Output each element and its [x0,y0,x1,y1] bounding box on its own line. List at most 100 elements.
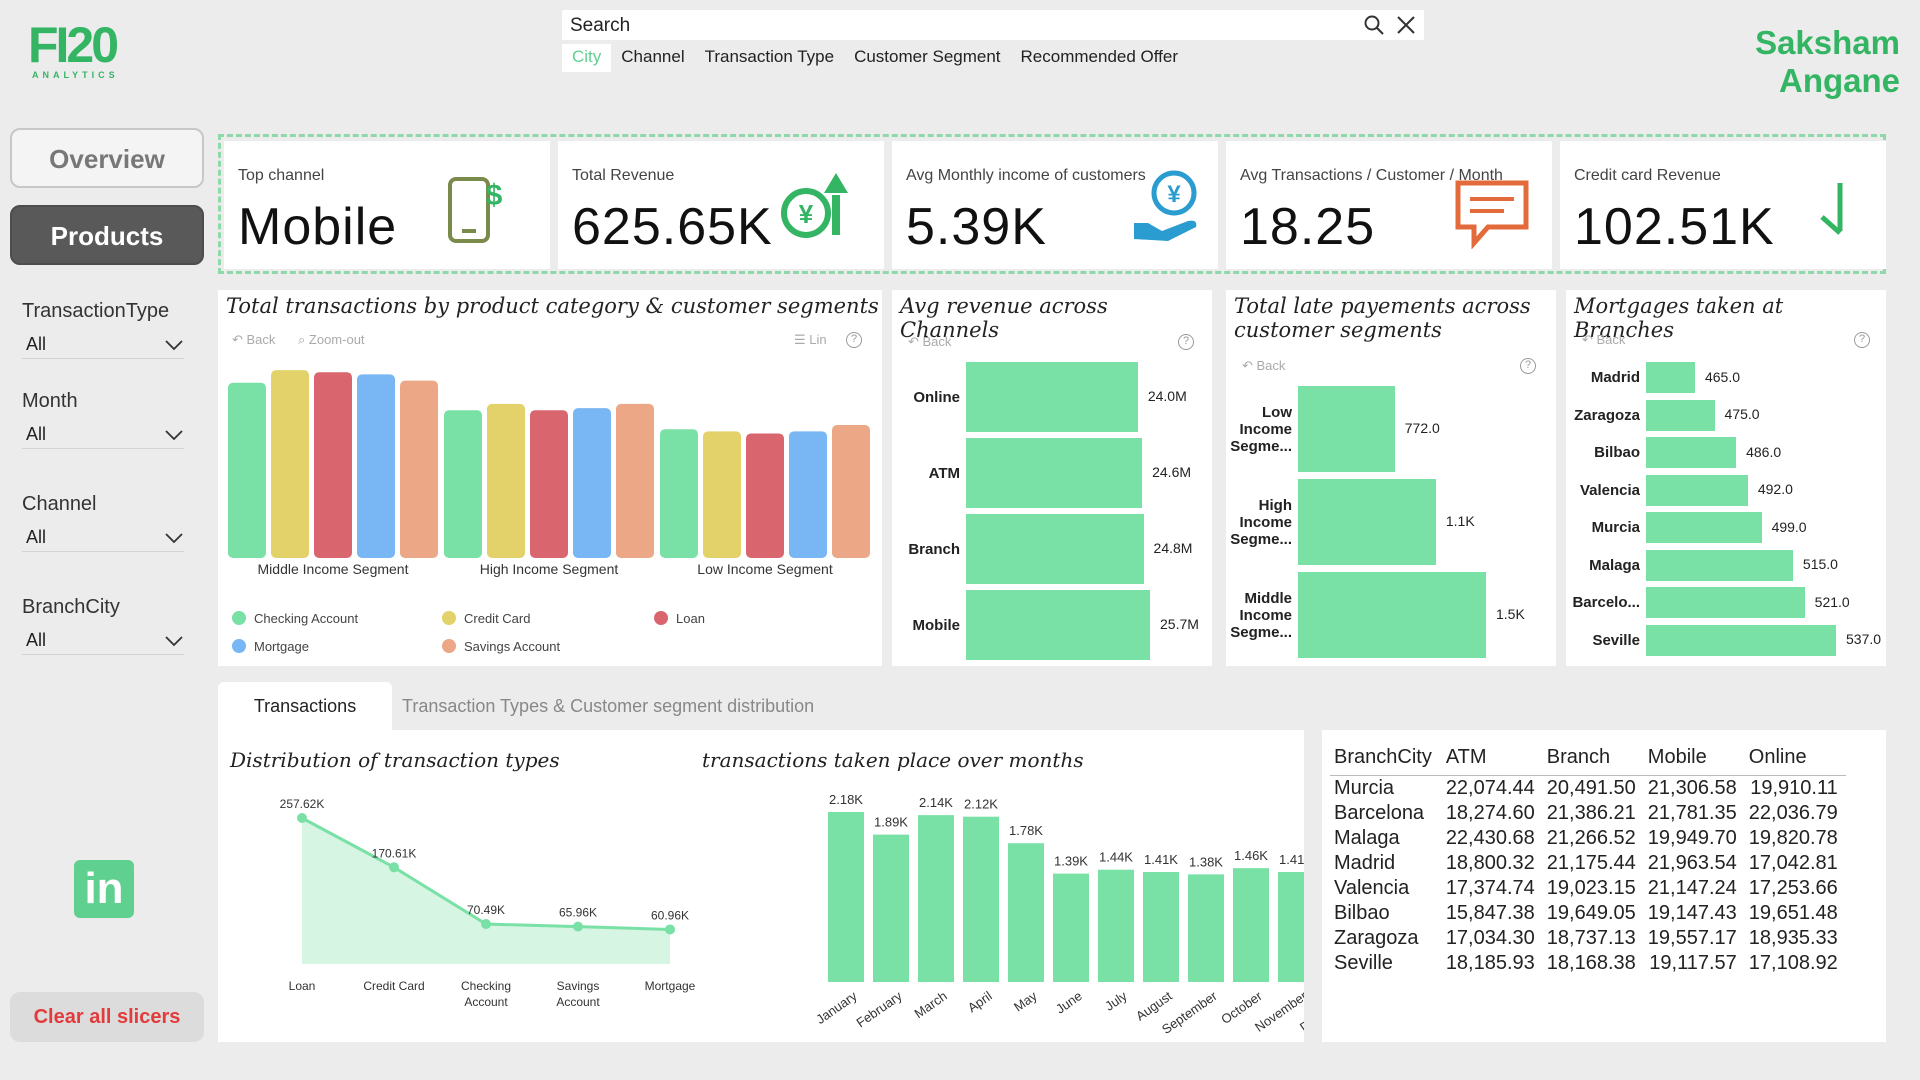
bar-loan[interactable] [530,410,568,558]
table-cell: 17,108.92 [1748,952,1838,974]
column-header[interactable]: Online [1744,742,1846,776]
legend-item[interactable]: Credit Card [464,611,530,626]
overview-button[interactable]: Overview [10,128,204,188]
bar-mortgage[interactable] [357,374,395,558]
bar[interactable] [1298,386,1395,472]
products-button[interactable]: Products [10,205,204,265]
column-header[interactable]: Branch [1542,742,1644,776]
data-label: 24.8M [1153,540,1193,556]
clear-slicers-button[interactable]: Clear all slicers [10,992,204,1042]
tab-distribution[interactable]: Transaction Types & Customer segment dis… [402,696,815,716]
data-point[interactable] [481,919,491,930]
bar-month[interactable] [918,815,954,982]
back-button[interactable]: ↶ Back [1582,332,1626,347]
back-button[interactable]: ↶ Back [232,332,276,347]
bar[interactable] [1298,479,1436,565]
bar[interactable] [966,362,1138,432]
back-button[interactable]: ↶ Back [1242,358,1286,373]
bar-month[interactable] [828,812,864,982]
slicer-dropdown[interactable]: All [22,627,184,655]
bar[interactable] [1646,549,1793,581]
hand-coin-icon: ¥ [1134,170,1197,241]
bar-mortgage[interactable] [789,431,827,558]
slicer-value: All [26,334,47,354]
data-label: 2.12K [964,797,998,812]
slicer-label: TransactionType [22,300,170,322]
slicer-dropdown[interactable]: All [22,421,184,449]
help-icon[interactable]: ? [1520,358,1536,374]
search-tab[interactable]: Channel [621,47,685,66]
data-point[interactable] [297,813,307,823]
search-bar[interactable]: Search [562,10,1424,40]
bar-month[interactable] [1188,874,1224,982]
bar[interactable] [966,438,1143,508]
search-input[interactable]: Search [570,15,631,36]
bar-credit-card[interactable] [703,431,741,558]
search-icon[interactable] [1362,13,1386,37]
bar-month[interactable] [1233,868,1269,982]
bar-checking-account[interactable] [228,382,266,558]
bar[interactable] [1646,512,1762,543]
bar-month[interactable] [1098,869,1134,982]
svg-text:¥: ¥ [799,199,814,229]
help-icon[interactable]: ? [1178,334,1194,350]
search-tab[interactable]: City [562,44,612,72]
bar-savings-account[interactable] [832,425,870,558]
bar-savings-account[interactable] [616,403,654,558]
legend-item[interactable]: Savings Account [464,639,561,654]
column-header[interactable]: Mobile [1643,742,1745,776]
data-point[interactable] [573,921,583,932]
back-button[interactable]: ↶ Back [908,334,952,349]
bar[interactable] [1646,399,1715,431]
bar[interactable] [1646,474,1748,506]
table-cell: 18,185.93 [1445,952,1535,974]
data-label: 1.44K [1099,850,1133,865]
chart-title: Total transactions by product category &… [226,294,879,318]
bar[interactable] [1646,587,1805,618]
bar-month[interactable] [1143,872,1179,982]
bar-checking-account[interactable] [444,410,482,558]
legend-item[interactable]: Checking Account [254,611,358,626]
linkedin-icon[interactable]: in [74,860,134,918]
bar[interactable] [966,514,1144,584]
bar-month[interactable] [963,816,999,982]
help-icon[interactable]: ? [1854,332,1870,348]
legend-item[interactable]: Loan [676,611,705,626]
table-cell: 15,847.38 [1445,902,1535,924]
search-tab[interactable]: Customer Segment [854,47,1001,66]
column-header[interactable]: BranchCity [1330,742,1442,776]
slicer-dropdown[interactable]: All [22,331,184,359]
bar[interactable] [1646,624,1836,656]
search-tab[interactable]: Transaction Type [704,47,835,66]
bar-checking-account[interactable] [660,429,698,558]
column-header[interactable]: ATM [1441,742,1543,776]
bar[interactable] [1646,437,1737,468]
table-row: Malaga 22,430.68 21,266.52 19,949.70 19,820.… [1330,826,1846,851]
close-icon[interactable] [1394,13,1418,37]
bar-credit-card[interactable] [487,403,525,558]
bar-month[interactable] [1278,872,1304,982]
slicer-dropdown[interactable]: All [22,524,184,552]
bar-savings-account[interactable] [400,380,438,558]
data-point[interactable] [389,862,399,873]
bar-credit-card[interactable] [271,370,309,558]
list-view-button[interactable]: ☰ Lin [794,332,827,347]
zoom-out-button[interactable]: ⌕ Zoom-out [298,332,365,347]
bar-mortgage[interactable] [573,408,611,558]
bar[interactable] [1646,362,1695,393]
bar-month[interactable] [1053,873,1089,982]
tab-transactions[interactable]: Transactions [218,682,392,730]
brand-logo: FI20 ANALYTICS [28,20,140,80]
bar-month[interactable] [873,834,909,982]
help-icon[interactable]: ? [846,332,862,348]
data-point[interactable] [665,924,675,935]
bar-month[interactable] [1008,843,1044,982]
bar-loan[interactable] [746,433,784,558]
bar[interactable] [966,590,1150,660]
table-cell: 21,266.52 [1546,827,1636,849]
bar-loan[interactable] [314,372,352,558]
y-tick-label-line: Income [1239,513,1292,531]
legend-item[interactable]: Mortgage [254,639,309,654]
bar[interactable] [1298,572,1486,658]
search-tab[interactable]: Recommended Offer [1020,47,1179,66]
